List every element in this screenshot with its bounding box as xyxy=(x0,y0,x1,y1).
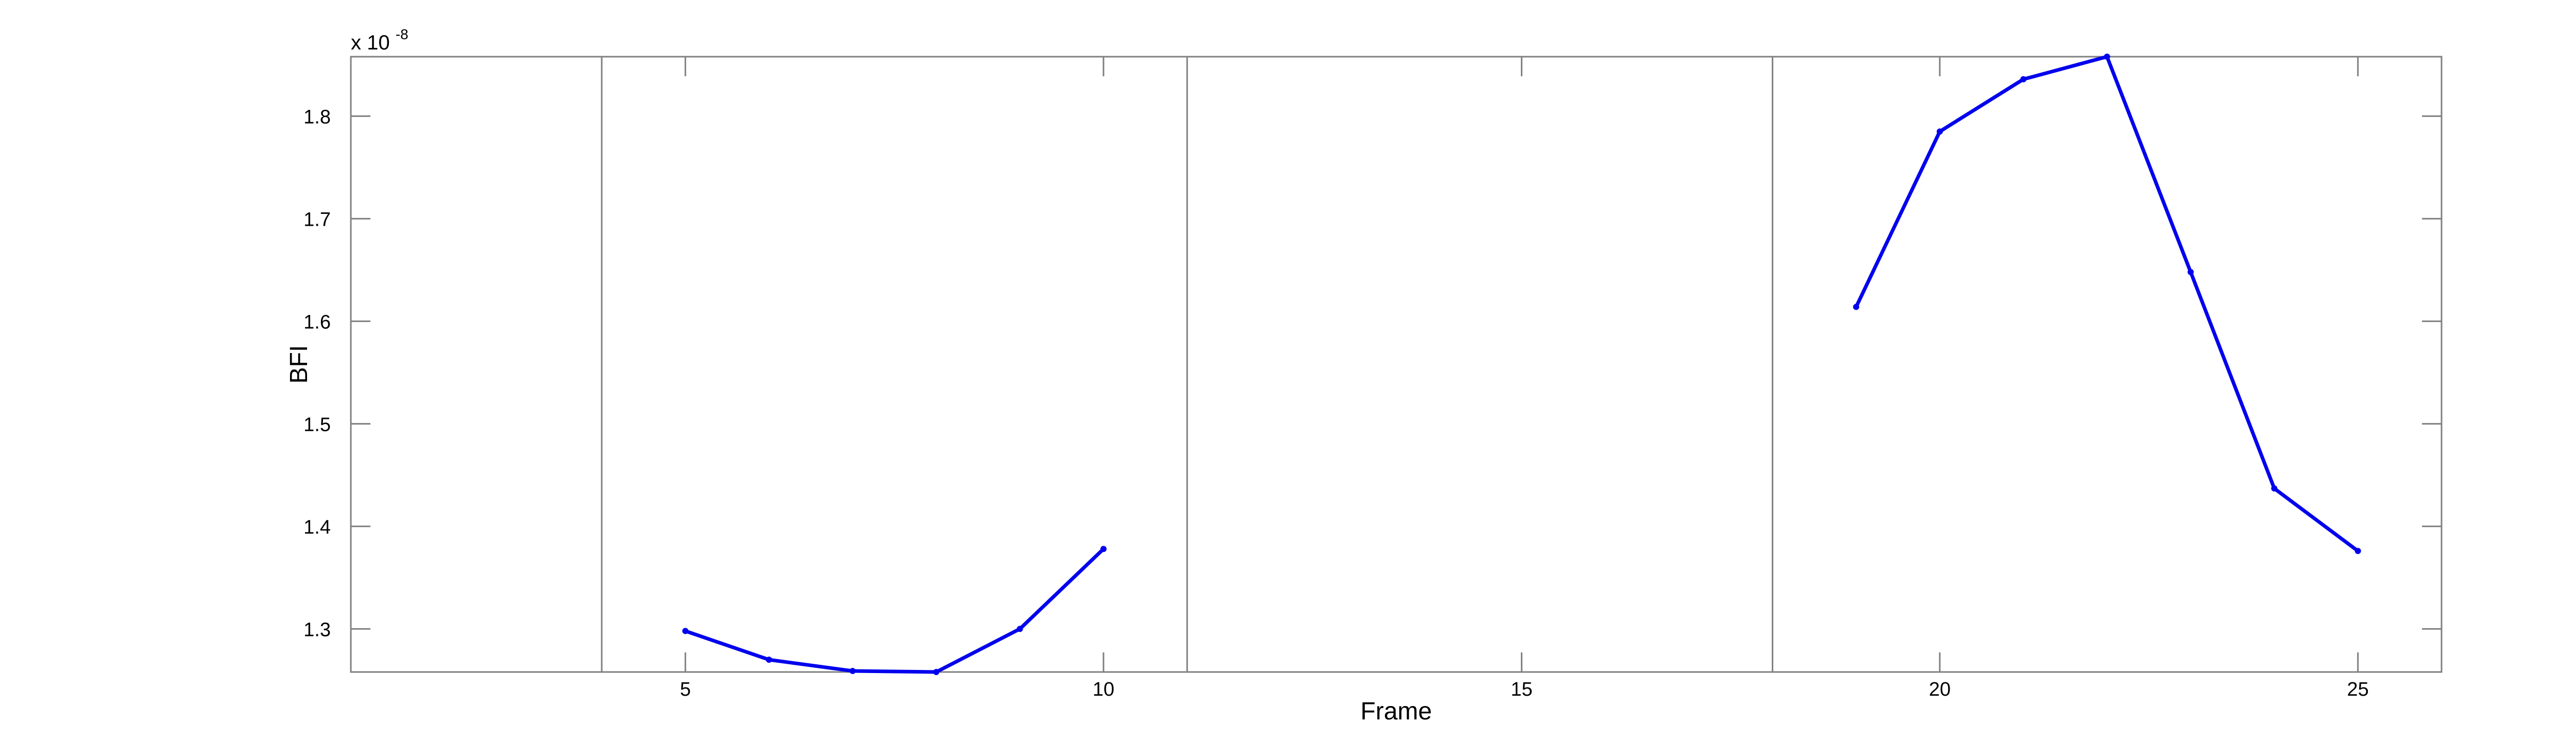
plot-frame xyxy=(350,56,2443,673)
x-tick-label: 15 xyxy=(1511,679,1532,700)
y-tick-label: 1.3 xyxy=(303,619,331,641)
y-tick-label: 1.8 xyxy=(303,106,331,128)
data-point xyxy=(2104,54,2110,60)
y-tick-label: 1.5 xyxy=(303,414,331,435)
series-line xyxy=(683,547,1106,674)
series-layer xyxy=(682,54,2361,675)
x-axis-label: Frame xyxy=(1361,698,1432,725)
data-point xyxy=(2188,268,2194,275)
y-multiplier-exponent: -8 xyxy=(396,26,409,42)
data-point xyxy=(933,669,940,675)
x-tick-label: 20 xyxy=(1929,679,1951,700)
data-point xyxy=(766,657,772,663)
y-multiplier-base: x 10 xyxy=(351,31,390,54)
data-point xyxy=(849,668,856,675)
data-point xyxy=(1853,304,1859,310)
data-point xyxy=(1100,546,1107,552)
y-axis-label: BFI xyxy=(285,345,313,384)
y-multiplier-label: x 10 -8 xyxy=(351,26,409,54)
x-tick-label: 10 xyxy=(1093,679,1114,700)
y-tick-label: 1.6 xyxy=(303,311,331,333)
x-tick-label: 5 xyxy=(680,679,691,700)
y-tick-label: 1.7 xyxy=(303,209,331,230)
y-tick-label: 1.4 xyxy=(303,516,331,538)
axis-ticks xyxy=(351,57,2442,672)
data-point xyxy=(682,628,689,634)
data-point xyxy=(2271,485,2278,492)
divider-lines xyxy=(601,57,1773,672)
data-point xyxy=(2354,548,2361,555)
plot-area xyxy=(351,57,2442,672)
data-point xyxy=(1016,626,1023,632)
data-point xyxy=(1937,128,1943,135)
x-tick-label: 25 xyxy=(2347,679,2369,700)
y-tick-labels: 1.3 1.4 1.5 1.6 1.7 1.8 xyxy=(303,106,331,641)
x-tick-labels: 5 10 15 20 25 xyxy=(680,679,2369,700)
data-point xyxy=(2020,76,2027,82)
